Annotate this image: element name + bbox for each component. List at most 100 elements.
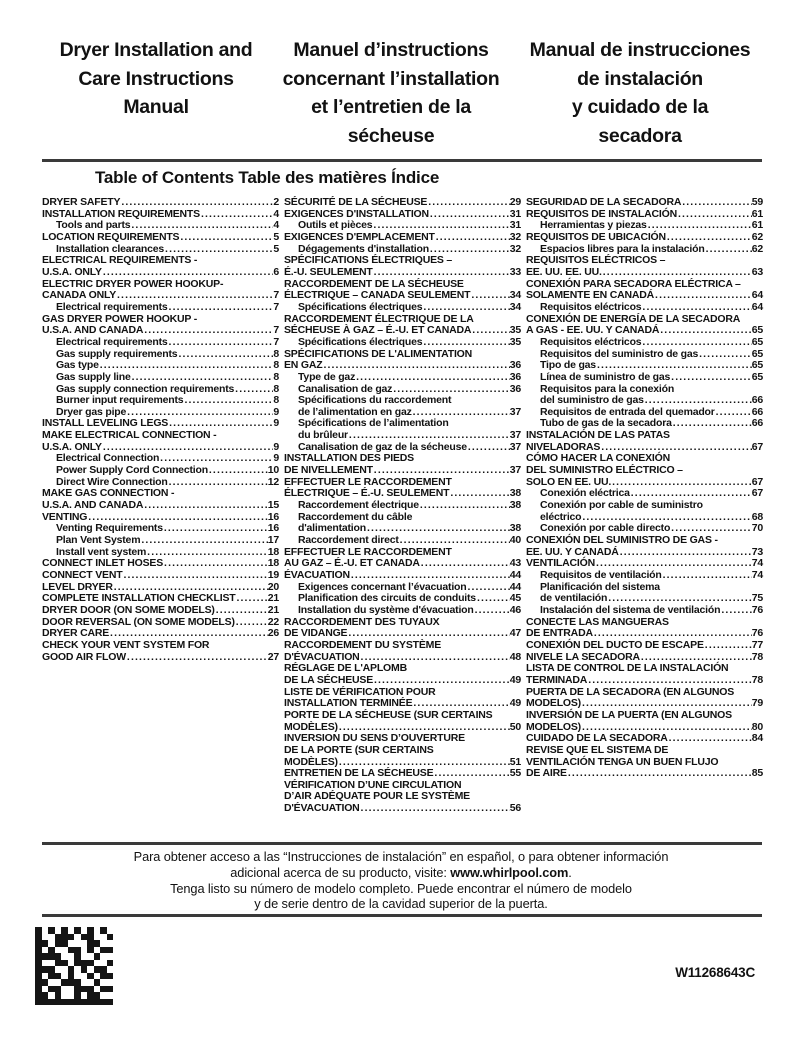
toc-entry-line: GAS DRYER POWER HOOKUP - <box>42 312 198 325</box>
page-number: 65 <box>751 324 763 337</box>
table-of-contents: DRYER SAFETY............................… <box>42 196 763 815</box>
page-number: 32 <box>509 230 521 243</box>
dot-leader: ........................................… <box>434 768 510 780</box>
toc-entry-line: Gas supply connection requirements......… <box>42 383 279 396</box>
page-number: 45 <box>509 592 521 605</box>
toc-entry-line: Spécifications de l’alimentation <box>298 417 449 430</box>
toc-entry-line: DE LA SÉCHEUSE..........................… <box>284 674 521 687</box>
toc-entry-title: LOCATION REQUIREMENTS <box>42 230 180 243</box>
toc-entry-line: NIVELADORAS.............................… <box>526 441 763 454</box>
toc-entry-line: D'ÉVACUATION............................… <box>284 650 521 664</box>
toc-entry-line: EE. UU. Y CANADÁ........................… <box>526 546 763 559</box>
dot-leader: ........................................… <box>360 651 510 663</box>
toc-entry-line: RACCORDEMENT ÉLECTRIQUE DE LA <box>284 312 474 325</box>
barcode-module <box>61 992 68 999</box>
dot-leader: ........................................… <box>144 325 274 337</box>
dot-leader: ........................................… <box>588 674 752 686</box>
barcode-module <box>67 933 74 940</box>
toc-entry-line: SÉCHEUSE À GAZ – É.-U. ET CANADA........… <box>284 325 521 337</box>
barcode-module <box>74 927 81 934</box>
toc-entry-line: Install vent system.....................… <box>42 546 279 559</box>
barcode-module <box>67 985 74 992</box>
barcode-module <box>48 959 55 966</box>
toc-entry-title: U.S.A. ONLY <box>42 440 102 453</box>
page-number: 62 <box>751 230 763 243</box>
toc-entry-line: Power Supply Cord Connection............… <box>42 464 279 477</box>
page-number: 21 <box>267 592 279 605</box>
barcode-module <box>35 998 42 1005</box>
toc-entry-line: Gas type................................… <box>42 360 279 372</box>
dot-leader: ........................................… <box>467 441 510 453</box>
toc-entry-title: Burner input requirements <box>56 394 184 407</box>
toc-entry-title: Spécifications électriques <box>298 300 423 313</box>
barcode-module <box>106 985 113 992</box>
barcode-module <box>74 979 81 986</box>
page-number: 64 <box>751 289 763 302</box>
barcode-module <box>100 933 107 940</box>
barcode-module <box>93 933 100 940</box>
barcode-module <box>48 992 55 999</box>
page-number: 70 <box>751 522 763 535</box>
toc-entry-line: INSTALL LEVELING LEGS...................… <box>42 418 279 430</box>
toc-entry-line: Canalisation de gaz.....................… <box>284 382 521 396</box>
toc-entry-title: Power Supply Cord Connection <box>56 464 208 477</box>
toc-entry-line: RACCORDEMENT DE LA SÉCHEUSE <box>284 277 464 290</box>
barcode-module <box>93 998 100 1005</box>
page-number: 35 <box>509 324 521 337</box>
toc-entry-title: SÉCURITÉ DE LA SÉCHEUSE <box>284 196 428 208</box>
barcode-module <box>80 940 87 947</box>
toc-entry-line: MODELOS)................................… <box>526 721 763 734</box>
toc-entry-line: du brûleur..............................… <box>284 429 521 442</box>
barcode-module <box>74 992 81 999</box>
barcode-module <box>61 946 68 953</box>
dot-leader: ........................................… <box>601 441 751 453</box>
page-number: 18 <box>267 557 279 570</box>
page-number: 63 <box>751 265 763 278</box>
page-number: 65 <box>751 359 763 372</box>
toc-entry-title: Electrical requirements <box>56 335 168 348</box>
toc-entry-line: Requisitos de entrada del quemador......… <box>526 405 763 419</box>
page-number: 66 <box>751 405 763 418</box>
dot-leader: ........................................… <box>581 721 752 733</box>
toc-entry-line: Requisitos eléctricos...................… <box>526 301 763 314</box>
dot-leader: ........................................… <box>671 523 752 535</box>
title-line: Manual de instrucciones <box>529 39 751 61</box>
dot-leader: ........................................… <box>348 628 510 640</box>
title-line: Manual <box>123 96 189 118</box>
toc-entry-line: VÉRIFICATION D’UNE CIRCULATION <box>284 778 462 791</box>
toc-entry-line: Requisitos eléctricos...................… <box>526 336 763 349</box>
toc-entry-line: CANADA ONLY.............................… <box>42 290 279 302</box>
barcode-module <box>35 979 42 986</box>
toc-entry-line: REQUISITOS DE UBICACIÓN.................… <box>526 230 763 244</box>
toc-entry-line: Raccordement du câble <box>298 510 413 523</box>
page-number: 22 <box>267 615 279 628</box>
page-number: 19 <box>267 569 279 581</box>
toc-entry-line: U.S.A. ONLY.............................… <box>42 266 279 279</box>
toc-entry-line: Installation clearances.................… <box>42 243 279 256</box>
footer-line-4: y de serie dentro de la cavidad superior… <box>254 896 548 912</box>
toc-entry-title: DRYER SAFETY <box>42 196 121 208</box>
toc-entry-title: Canalisation de gaz <box>298 382 393 395</box>
dot-leader: ........................................… <box>655 290 752 302</box>
barcode-module <box>67 953 74 960</box>
dot-leader: ........................................… <box>236 593 268 605</box>
title-line: et l’entretien de la <box>311 96 471 118</box>
page-number: 36 <box>509 359 521 372</box>
toc-entry-line: DEL SUMINISTRO ELÉCTRICO – <box>526 464 683 477</box>
dot-leader: ........................................… <box>356 371 510 383</box>
toc-entry-title: Tubo de gas de la secadora <box>540 417 672 430</box>
page-number: 56 <box>509 802 521 815</box>
toc-entry-line: MODELOS)................................… <box>526 698 763 710</box>
toc-entry-title: Installation du système d'évacuation <box>298 603 474 616</box>
barcode-module <box>67 927 74 934</box>
dot-leader: ........................................… <box>169 418 274 430</box>
dot-leader: ........................................… <box>450 488 509 500</box>
barcode-module <box>80 933 87 940</box>
toc-entry-title: INSTALLATION REQUIREMENTS <box>42 207 200 220</box>
toc-entry-line: AU GAZ – É.-U. ET CANADA................… <box>284 558 521 570</box>
toc-entry-line: Plan Vent System........................… <box>42 534 279 547</box>
dot-leader: ........................................… <box>131 220 273 232</box>
toc-entry-title: D'ÉVACUATION <box>284 650 360 663</box>
page-number: 17 <box>267 534 279 547</box>
footer-line-2-suffix: . <box>568 864 572 880</box>
